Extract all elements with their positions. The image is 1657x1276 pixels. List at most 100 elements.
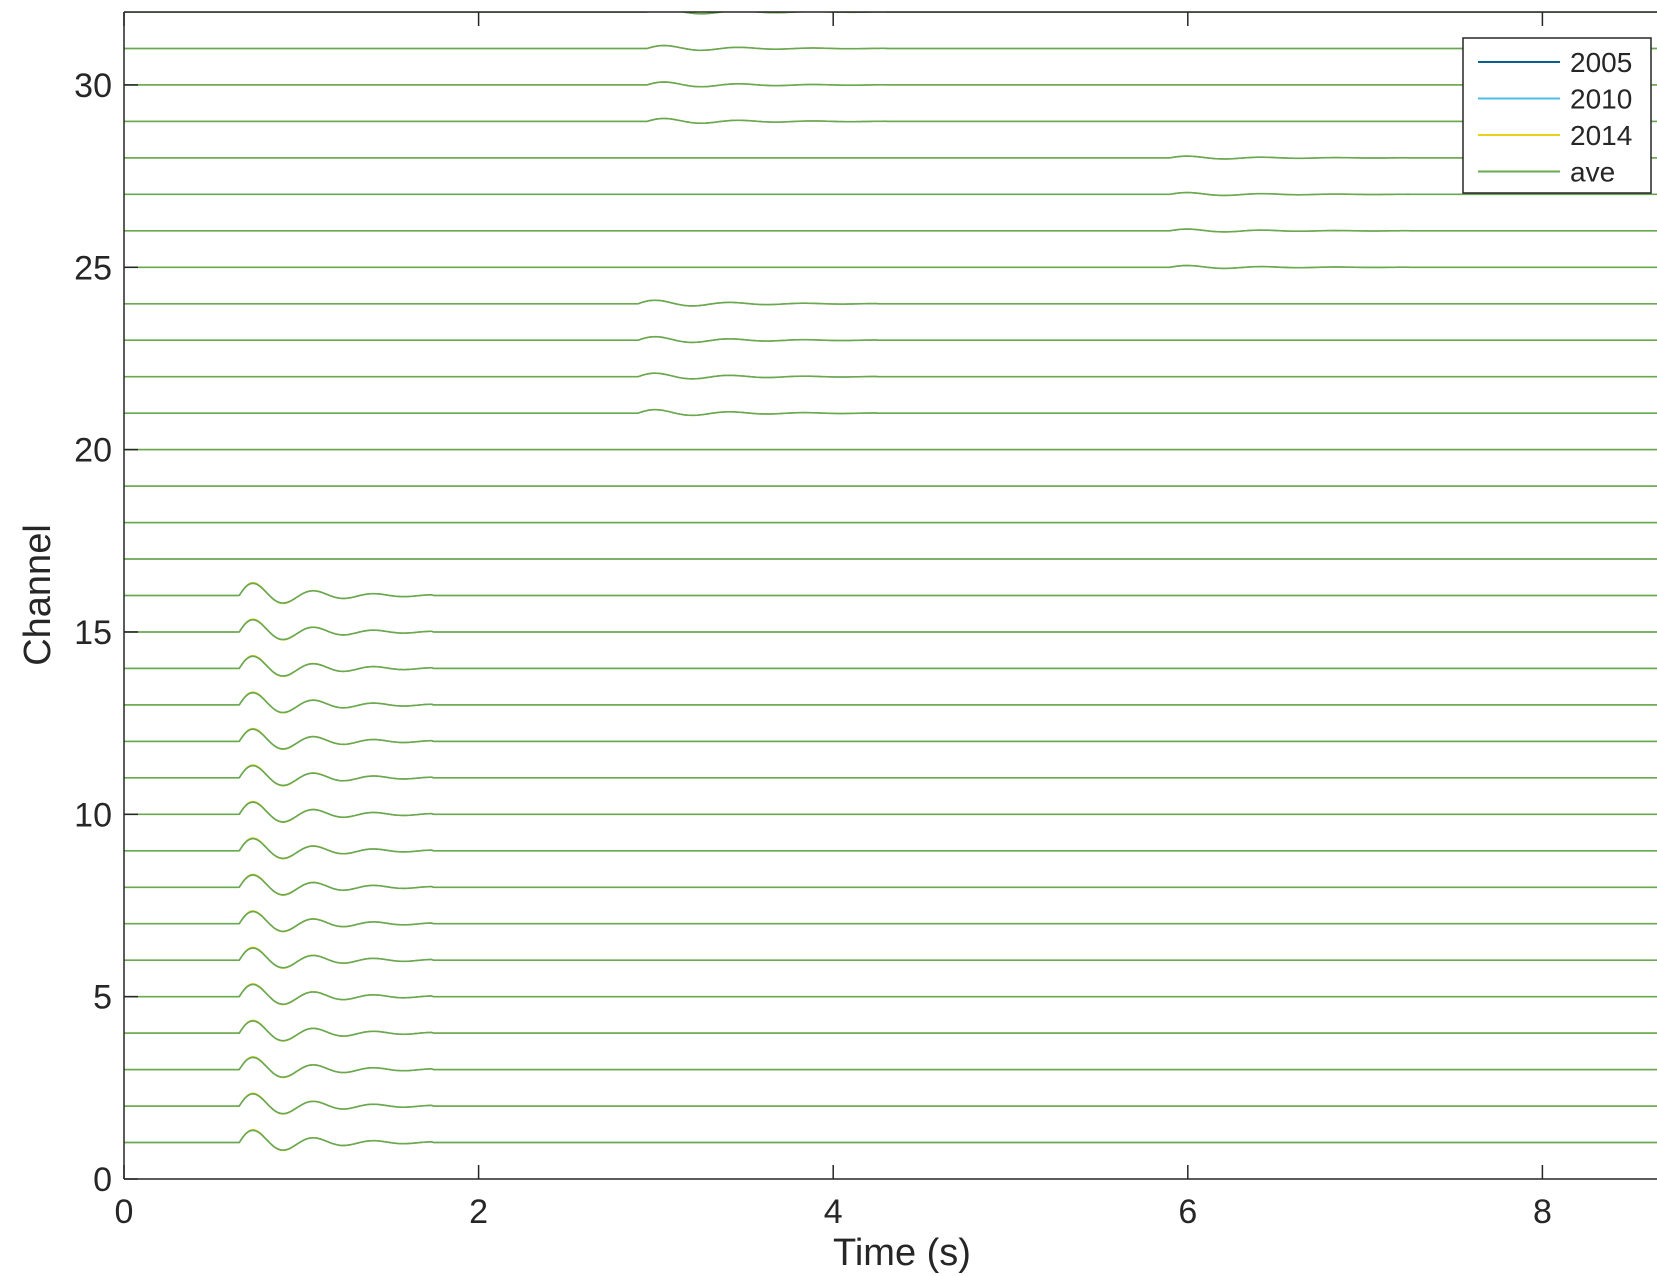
y-tick-label: 15 [74, 614, 112, 652]
trace-ch2-ave [124, 1093, 1657, 1115]
trace-ch14-2005 [124, 655, 1657, 677]
trace-ch6-2014 [124, 946, 1657, 969]
x-tick-label: 6 [1178, 1193, 1197, 1231]
trace-ch8-ave [124, 874, 1657, 896]
legend-label: 2010 [1570, 84, 1632, 115]
trace-ch7-2014 [124, 910, 1657, 933]
trace-ch12-ave [124, 728, 1657, 750]
x-tick-label: 4 [824, 1193, 843, 1231]
trace-ch14-2014 [124, 654, 1657, 678]
trace-ch12-2005 [124, 728, 1657, 750]
trace-ch14-ave [124, 655, 1657, 677]
trace-ch10-2014 [124, 800, 1657, 823]
y-tick-label: 20 [74, 432, 112, 470]
trace-ch2-2010 [124, 1092, 1657, 1115]
trace-ch31-ave [124, 44, 1657, 52]
x-tick-label: 0 [115, 1193, 134, 1231]
trace-ch18-ave [124, 521, 1657, 524]
trace-ch10-2005 [124, 801, 1657, 823]
trace-ch4-2005 [124, 1020, 1657, 1042]
trace-ch19-ave [124, 485, 1657, 487]
trace-ch3-2014 [124, 1056, 1657, 1079]
trace-ch13-ave [124, 691, 1657, 714]
trace-ch14-2010 [124, 655, 1657, 677]
trace-ch3-ave [124, 1056, 1657, 1079]
trace-ch5-ave [124, 983, 1657, 1005]
trace-ch7-2005 [124, 910, 1657, 932]
trace-ch21-ave [124, 408, 1657, 417]
trace-ch8-2014 [124, 873, 1657, 896]
trace-ch13-2005 [124, 692, 1657, 714]
legend-box [1462, 37, 1652, 194]
trace-ch27-ave [124, 191, 1657, 197]
trace-ch2-2005 [124, 1093, 1657, 1115]
trace-ch30-ave [124, 81, 1657, 88]
legend-label: 2005 [1570, 47, 1632, 78]
trace-ch3-2010 [124, 1056, 1657, 1079]
trace-ch1-ave [124, 1129, 1657, 1151]
trace-ch1-2014 [124, 1128, 1657, 1152]
trace-ch6-2005 [124, 947, 1657, 969]
trace-ch15-ave [124, 619, 1657, 641]
trace-ch8-2010 [124, 874, 1657, 896]
trace-ch4-ave [124, 1020, 1657, 1042]
trace-ch16-ave [124, 582, 1657, 604]
trace-ch16-2014 [124, 581, 1657, 605]
trace-ch3-2005 [124, 1056, 1657, 1078]
trace-ch20-ave [124, 448, 1657, 451]
y-axis-title: Channel [17, 524, 59, 666]
trace-ch12-2010 [124, 728, 1657, 750]
trace-ch5-2010 [124, 983, 1657, 1006]
trace-ch6-2010 [124, 947, 1657, 969]
y-tick-label: 0 [93, 1161, 112, 1199]
trace-ch29-ave [124, 117, 1657, 124]
y-tick-label: 25 [74, 249, 112, 287]
y-tick-label: 30 [74, 67, 112, 105]
trace-ch1-2005 [124, 1129, 1657, 1151]
trace-ch11-2005 [124, 765, 1657, 787]
trace-ch28-ave [124, 155, 1657, 160]
trace-ch7-ave [124, 910, 1657, 933]
trace-ch16-2005 [124, 582, 1657, 604]
trace-ch23-ave [124, 335, 1657, 344]
trace-ch24-ave [124, 299, 1657, 307]
trace-ch5-2005 [124, 983, 1657, 1005]
trace-ch11-2010 [124, 764, 1657, 787]
trace-ch8-2005 [124, 874, 1657, 896]
trace-ch26-ave [124, 228, 1657, 233]
legend: 2005 2010 2014 ave [1462, 37, 1652, 194]
legend-label: ave [1570, 157, 1615, 188]
trace-ch17-ave [124, 558, 1657, 560]
trace-ch6-ave [124, 947, 1657, 969]
trace-ch15-2005 [124, 619, 1657, 641]
trace-ch22-ave [124, 372, 1657, 380]
trace-ch5-2014 [124, 983, 1657, 1006]
trace-ch16-2010 [124, 582, 1657, 604]
trace-ch4-2014 [124, 1019, 1657, 1042]
trace-ch9-2014 [124, 837, 1657, 860]
x-tick-label: 2 [469, 1193, 488, 1231]
legend-label: 2014 [1570, 120, 1632, 151]
trace-ch13-2014 [124, 691, 1657, 714]
x-axis-title: Time (s) [833, 1232, 971, 1274]
x-tick-label: 8 [1533, 1193, 1552, 1231]
trace-lines [124, 12, 1657, 1152]
trace-ch15-2014 [124, 618, 1657, 641]
trace-ch11-2014 [124, 764, 1657, 787]
y-tick-label: 5 [93, 979, 112, 1017]
y-tick-label: 10 [74, 796, 112, 834]
trace-ch7-2010 [124, 910, 1657, 933]
axes: 0246810121416051015202530 [74, 11, 1657, 1231]
trace-ch4-2010 [124, 1019, 1657, 1042]
trace-ch13-2010 [124, 691, 1657, 714]
trace-ch1-2010 [124, 1129, 1657, 1151]
trace-ch11-ave [124, 764, 1657, 787]
trace-ch9-2005 [124, 837, 1657, 859]
trace-ch25-ave [124, 264, 1657, 270]
trace-ch10-2010 [124, 801, 1657, 823]
trace-ch15-2010 [124, 618, 1657, 641]
trace-ch10-ave [124, 801, 1657, 823]
trace-ch9-ave [124, 837, 1657, 860]
trace-ch12-2014 [124, 727, 1657, 751]
